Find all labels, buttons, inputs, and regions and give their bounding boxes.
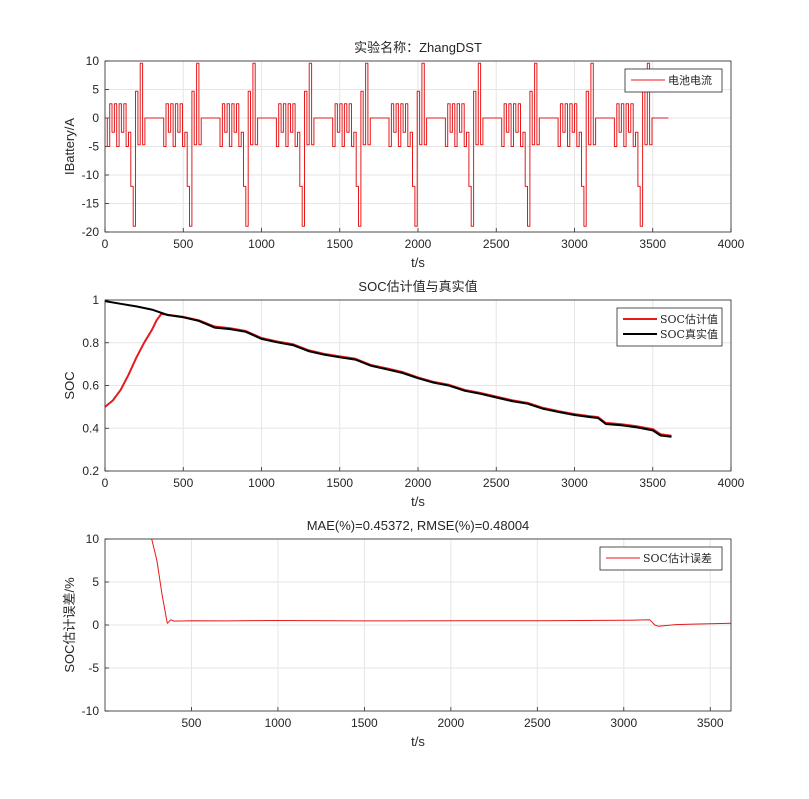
y-axis-label: IBattery/A [62, 118, 77, 175]
plot-frame [104, 60, 732, 233]
y-tick-label: 10 [86, 532, 100, 546]
x-tick-label: 500 [181, 716, 201, 730]
x-tick-label: 1000 [248, 237, 275, 251]
y-tick-label: -10 [82, 168, 100, 182]
x-tick-label: 3500 [639, 476, 666, 490]
y-tick-label: 5 [92, 575, 99, 589]
x-tick-label: 4000 [718, 237, 745, 251]
series-line-2 [105, 300, 672, 438]
x-tick-label: 1500 [326, 237, 353, 251]
x-tick-label: 4000 [718, 476, 745, 490]
x-tick-label: 2000 [405, 476, 432, 490]
series-line-1 [151, 539, 731, 627]
x-tick-label: 2500 [524, 716, 551, 730]
y-tick-label: -10 [82, 704, 100, 718]
y-tick-label: 0.4 [82, 421, 99, 435]
x-axis-label: t/s [411, 494, 425, 509]
legend-entry: SOC估计值 [660, 313, 718, 326]
y-tick-label: 10 [86, 54, 100, 68]
x-tick-label: 1000 [265, 716, 292, 730]
legend-entry: SOC真实值 [660, 327, 718, 341]
x-tick-label: 3500 [639, 237, 666, 251]
y-tick-label: -15 [82, 197, 100, 211]
x-tick-label: 0 [102, 476, 109, 490]
y-tick-label: -5 [88, 140, 99, 154]
y-tick-label: -5 [88, 661, 99, 675]
x-tick-label: 3000 [561, 476, 588, 490]
y-tick-label: 1 [92, 293, 99, 307]
legend: SOC估计误差 [599, 546, 723, 571]
x-tick-label: 0 [102, 237, 109, 251]
x-tick-label: 2500 [483, 476, 510, 490]
x-tick-label: 1500 [351, 716, 378, 730]
chart-title: MAE(%)=0.45372, RMSE(%)=0.48004 [307, 518, 530, 533]
x-tick-label: 500 [173, 476, 193, 490]
x-tick-label: 2000 [405, 237, 432, 251]
legend-box [599, 546, 723, 571]
x-axis-label: t/s [411, 255, 425, 270]
x-tick-label: 1000 [248, 476, 275, 490]
plot-frame [104, 538, 732, 712]
x-axis-label: t/s [411, 734, 425, 749]
y-tick-label: 0.8 [82, 336, 99, 350]
chart-panel-1: 0 500 1000 1500 2000 2500 3000 3500 4000 10 5 0 -5 -1… [62, 40, 745, 270]
x-tick-label: 500 [173, 237, 193, 251]
x-tick-label: 3000 [610, 716, 637, 730]
y-tick-label: 5 [92, 83, 99, 97]
chart-panel-2: 0 500 1000 1500 2000 2500 3000 3500 4000 1 0.8 0.6 0… [62, 279, 745, 509]
legend-entry: SOC估计误差 [643, 551, 712, 565]
y-tick-label: 0.2 [82, 464, 99, 478]
x-tick-label: 3500 [697, 716, 724, 730]
legend-box [616, 307, 723, 347]
x-tick-label: 3000 [561, 237, 588, 251]
chart-panel-3: 500 1000 1500 2000 2500 3000 3500 10 5 0 -5 -10 MAE(… [62, 518, 732, 749]
plot-frame [104, 299, 732, 472]
y-tick-label: 0 [92, 618, 99, 632]
x-tick-label: 1500 [326, 476, 353, 490]
y-tick-label: 0 [92, 111, 99, 125]
y-axis-label: SOC估计误差/% [62, 577, 77, 673]
y-axis-label: SOC [62, 371, 77, 399]
chart-title: SOC估计值与真实值 [358, 279, 477, 294]
legend-box [624, 68, 723, 93]
chart-title: 实验名称：ZhangDST [354, 40, 482, 55]
y-tick-label: 0.6 [82, 379, 99, 393]
series-line-1 [105, 62, 669, 227]
legend: 电池电流 [624, 68, 723, 93]
x-tick-label: 2500 [483, 237, 510, 251]
y-tick-label: -20 [82, 225, 100, 239]
x-tick-label: 2000 [438, 716, 465, 730]
legend-entry: 电池电流 [668, 73, 712, 87]
